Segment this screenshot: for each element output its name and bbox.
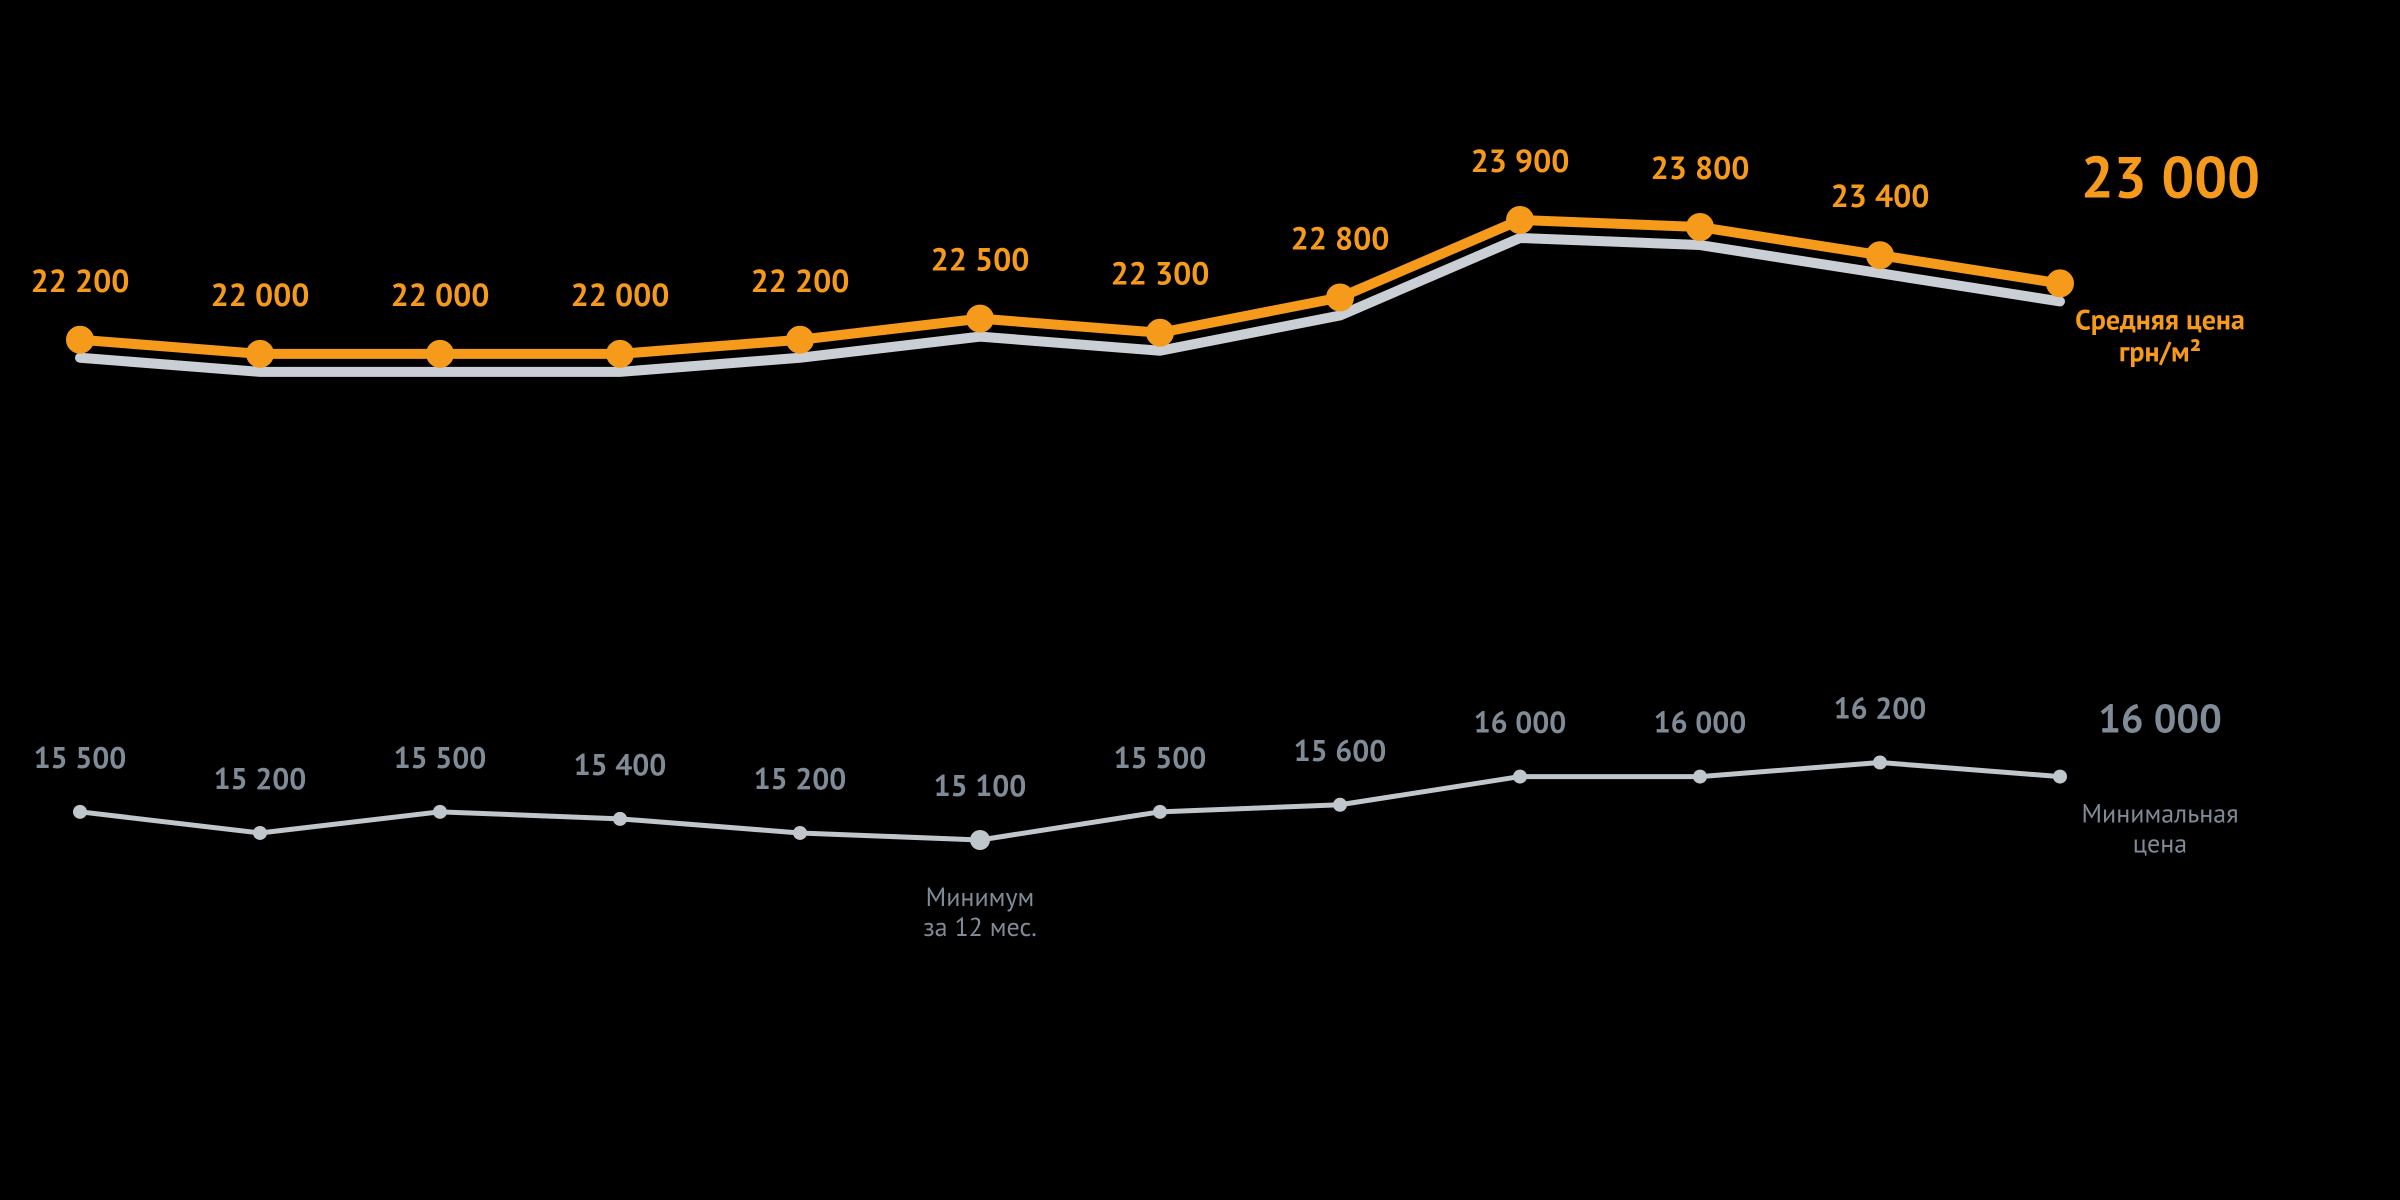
avg-point — [1687, 214, 1713, 240]
avg-point — [247, 341, 273, 367]
min-point — [1693, 770, 1707, 784]
min-point — [433, 805, 447, 819]
avg-point — [2047, 270, 2073, 296]
avg-point — [1867, 242, 1893, 268]
min-point-label: 15 500 — [1114, 738, 1207, 777]
avg-point — [1507, 207, 1533, 233]
avg-point — [427, 341, 453, 367]
avg-point — [1147, 320, 1173, 346]
min-point-label: 16 200 — [1834, 689, 1927, 728]
min-point-label: 15 100 — [934, 766, 1027, 805]
avg-point-label: 22 200 — [31, 259, 130, 301]
avg-point — [607, 341, 633, 367]
avg-line — [80, 220, 2060, 354]
chart-svg: 22 200 22 000 22 000 22 000 22 200 22 500 22 3… — [0, 0, 2400, 1200]
avg-point-label: 22 000 — [211, 273, 310, 315]
avg-point — [967, 306, 993, 332]
min-annotation-line1: Минимум — [926, 881, 1035, 914]
min-point-label: 15 500 — [394, 738, 487, 777]
min-point-label: 15 200 — [754, 759, 847, 798]
avg-caption-line2: грн/м² — [2119, 332, 2201, 369]
avg-point-label: 22 500 — [931, 238, 1030, 280]
avg-point — [1327, 285, 1353, 311]
min-point — [73, 805, 87, 819]
min-point — [253, 826, 267, 840]
min-final-value: 16 000 — [2098, 693, 2222, 745]
min-point — [1873, 756, 1887, 770]
min-point — [793, 826, 807, 840]
avg-point-label: 22 800 — [1291, 217, 1390, 259]
min-point-label: 16 000 — [1654, 703, 1747, 742]
avg-point-label: 23 400 — [1831, 174, 1930, 216]
avg-point-label: 22 000 — [391, 273, 490, 315]
avg-point-label: 23 900 — [1471, 139, 1570, 181]
min-annotation-line2: за 12 мес. — [923, 911, 1037, 944]
avg-point-label: 23 800 — [1651, 146, 1750, 188]
min-point — [613, 812, 627, 826]
min-point-label: 15 500 — [34, 738, 127, 777]
min-caption-line2: цена — [2133, 828, 2187, 861]
avg-final-value: 23 000 — [2081, 139, 2260, 214]
min-point-label: 16 000 — [1474, 703, 1567, 742]
avg-point — [67, 327, 93, 353]
min-point-label: 15 400 — [574, 745, 667, 784]
price-chart: 22 200 22 000 22 000 22 000 22 200 22 500 22 3… — [0, 0, 2400, 1200]
avg-point-label: 22 300 — [1111, 252, 1210, 294]
avg-point-label: 22 000 — [571, 273, 670, 315]
min-lowest-point — [970, 830, 990, 850]
min-point — [1513, 770, 1527, 784]
min-point-label: 15 200 — [214, 759, 307, 798]
min-point-label: 15 600 — [1294, 731, 1387, 770]
avg-point — [787, 327, 813, 353]
avg-point-label: 22 200 — [751, 259, 850, 301]
min-point — [1333, 798, 1347, 812]
min-point — [1153, 805, 1167, 819]
min-line — [80, 763, 2060, 841]
min-point — [2053, 770, 2067, 784]
min-caption-line1: Минимальная — [2081, 798, 2238, 831]
